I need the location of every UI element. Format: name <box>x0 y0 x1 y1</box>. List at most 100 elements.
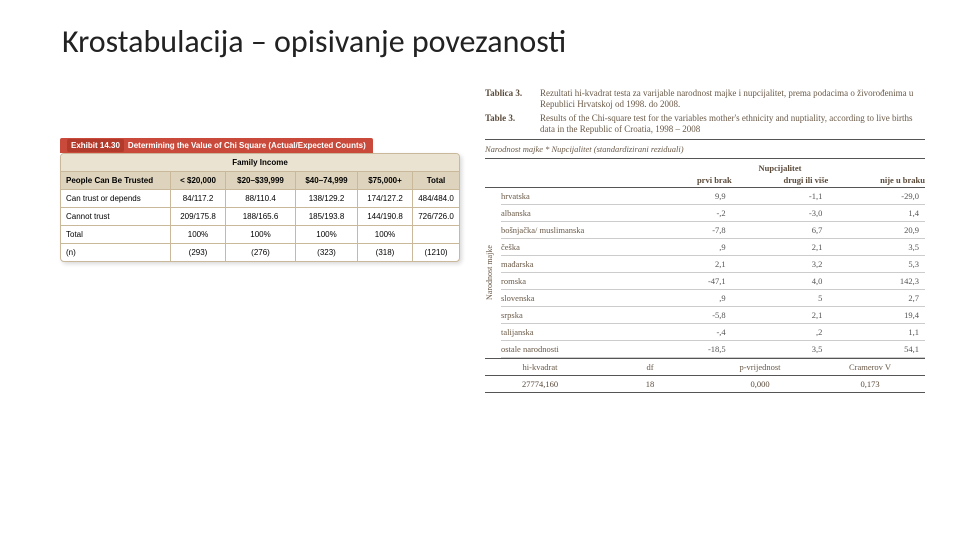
table-cell: 100% <box>358 226 413 243</box>
table-row: Can trust or depends84/117.288/110.4138/… <box>61 190 459 208</box>
table-row: Cannot trust209/175.8188/165.6185/193.81… <box>61 208 459 226</box>
table-cell: 142,3 <box>828 276 925 286</box>
table-cell: 484/484.0 <box>413 190 459 207</box>
exhibit-header-row: People Can Be Trusted < $20,000 $20–$39,… <box>61 172 459 190</box>
table-cell: -18,5 <box>635 344 732 354</box>
table-cell: 2,7 <box>828 293 925 303</box>
footer-value-row: 27774,160 18 0,000 0,173 <box>485 376 925 393</box>
table-cell: (1210) <box>413 244 459 261</box>
table-cell: (n) <box>61 244 171 261</box>
table-cell: -3,0 <box>732 208 829 218</box>
table-cell: ,9 <box>635 242 732 252</box>
row-label: hrvatska <box>501 191 635 201</box>
table-cell: -29,0 <box>828 191 925 201</box>
table-row: srpska-5,82,119,4 <box>501 307 925 324</box>
table-cell: 3,5 <box>828 242 925 252</box>
table-cell: 209/175.8 <box>171 208 226 225</box>
col-header: Total <box>413 172 459 189</box>
table-cell: 100% <box>171 226 226 243</box>
row-label: albanska <box>501 208 635 218</box>
table-cell: 100% <box>226 226 296 243</box>
table-cell: 54,1 <box>828 344 925 354</box>
row-label: mađarska <box>501 259 635 269</box>
table-cell: 5 <box>732 293 829 303</box>
table-cell: -47,1 <box>635 276 732 286</box>
table-cell: 726/726.0 <box>413 208 459 225</box>
results-table: Tablica 3. Rezultati hi-kvadrat testa za… <box>485 88 925 393</box>
table-cell: 9,9 <box>635 191 732 201</box>
col-header: drugi ili više <box>732 175 829 185</box>
row-label: slovenska <box>501 293 635 303</box>
table-cell: Can trust or depends <box>61 190 171 207</box>
table-cell: 138/129.2 <box>296 190 358 207</box>
table-row: hrvatska9,9-1,1-29,0 <box>501 188 925 205</box>
table-cell: Total <box>61 226 171 243</box>
table-cell: (293) <box>171 244 226 261</box>
table-cell: -,4 <box>635 327 732 337</box>
table-cell: (276) <box>226 244 296 261</box>
table-cell: 3,5 <box>732 344 829 354</box>
table-cell: 4,0 <box>732 276 829 286</box>
foot-value: 0,173 <box>815 379 925 389</box>
table-cell: 2,1 <box>732 242 829 252</box>
nupcijalitet-title: Nupcijalitet <box>485 163 925 173</box>
rule <box>485 158 925 159</box>
table-cell: -7,8 <box>635 225 732 235</box>
foot-value: 0,000 <box>705 379 815 389</box>
exhibit-superheader: Family Income <box>61 154 459 172</box>
col-header: $20–$39,999 <box>226 172 296 189</box>
table-cell: 20,9 <box>828 225 925 235</box>
col-header: $75,000+ <box>358 172 413 189</box>
table-cell: Cannot trust <box>61 208 171 225</box>
table-cell <box>413 226 459 243</box>
caption-label: Table 3. <box>485 113 540 136</box>
foot-value: 18 <box>595 379 705 389</box>
table-cell: -1,1 <box>732 191 829 201</box>
column-headers: prvi brak drugi ili više nije u braku <box>485 175 925 188</box>
row-label: bošnjačka/ muslimanska <box>501 225 635 235</box>
foot-value: 27774,160 <box>485 379 595 389</box>
foot-header: df <box>595 362 705 372</box>
rule <box>485 139 925 140</box>
footer-header-row: hi-kvadrat df p-vrijednost Cramerov V <box>485 358 925 376</box>
table-cell: 2,1 <box>635 259 732 269</box>
table-cell: 1,1 <box>828 327 925 337</box>
col-header: $40–74,999 <box>296 172 358 189</box>
table-cell: (323) <box>296 244 358 261</box>
table-row: romska-47,14,0142,3 <box>501 273 925 290</box>
data-area: Narodnost majke hrvatska9,9-1,1-29,0alba… <box>485 188 925 358</box>
col-header: nije u braku <box>828 175 925 185</box>
foot-header: hi-kvadrat <box>485 362 595 372</box>
table-row: (n)(293)(276)(323)(318)(1210) <box>61 244 459 261</box>
caption-text: Results of the Chi-square test for the v… <box>540 113 925 136</box>
table-cell: 2,1 <box>732 310 829 320</box>
table-cell: 100% <box>296 226 358 243</box>
table-row: talijanska-,4,21,1 <box>501 324 925 341</box>
table-cell: (318) <box>358 244 413 261</box>
exhibit-tab-title: Determining the Value of Chi Square (Act… <box>128 141 366 150</box>
caption-text: Rezultati hi-kvadrat testa za varijable … <box>540 88 925 111</box>
table-cell: ,2 <box>732 327 829 337</box>
table-cell: 3,2 <box>732 259 829 269</box>
table-cell: -,2 <box>635 208 732 218</box>
row-label: talijanska <box>501 327 635 337</box>
page-title: Krostabulacija – opisivanje povezanosti <box>62 22 566 61</box>
col-header: People Can Be Trusted <box>61 172 171 189</box>
col-header: prvi brak <box>635 175 732 185</box>
table-row: mađarska2,13,25,3 <box>501 256 925 273</box>
caption-hr: Tablica 3. Rezultati hi-kvadrat testa za… <box>485 88 925 111</box>
table-cell: 19,4 <box>828 310 925 320</box>
table-cell: 1,4 <box>828 208 925 218</box>
row-label: ostale narodnosti <box>501 344 635 354</box>
foot-header: Cramerov V <box>815 362 925 372</box>
table-cell: 174/127.2 <box>358 190 413 207</box>
table-row: češka,92,13,5 <box>501 239 925 256</box>
table-cell: 144/190.8 <box>358 208 413 225</box>
table-cell: 84/117.2 <box>171 190 226 207</box>
col-header: < $20,000 <box>171 172 226 189</box>
row-axis-label: Narodnost majke <box>485 188 501 358</box>
table-cell: 88/110.4 <box>226 190 296 207</box>
table-subtitle: Narodnost majke * Nupcijalitet (standard… <box>485 144 925 154</box>
table-row: albanska-,2-3,01,4 <box>501 205 925 222</box>
caption-en: Table 3. Results of the Chi-square test … <box>485 113 925 136</box>
